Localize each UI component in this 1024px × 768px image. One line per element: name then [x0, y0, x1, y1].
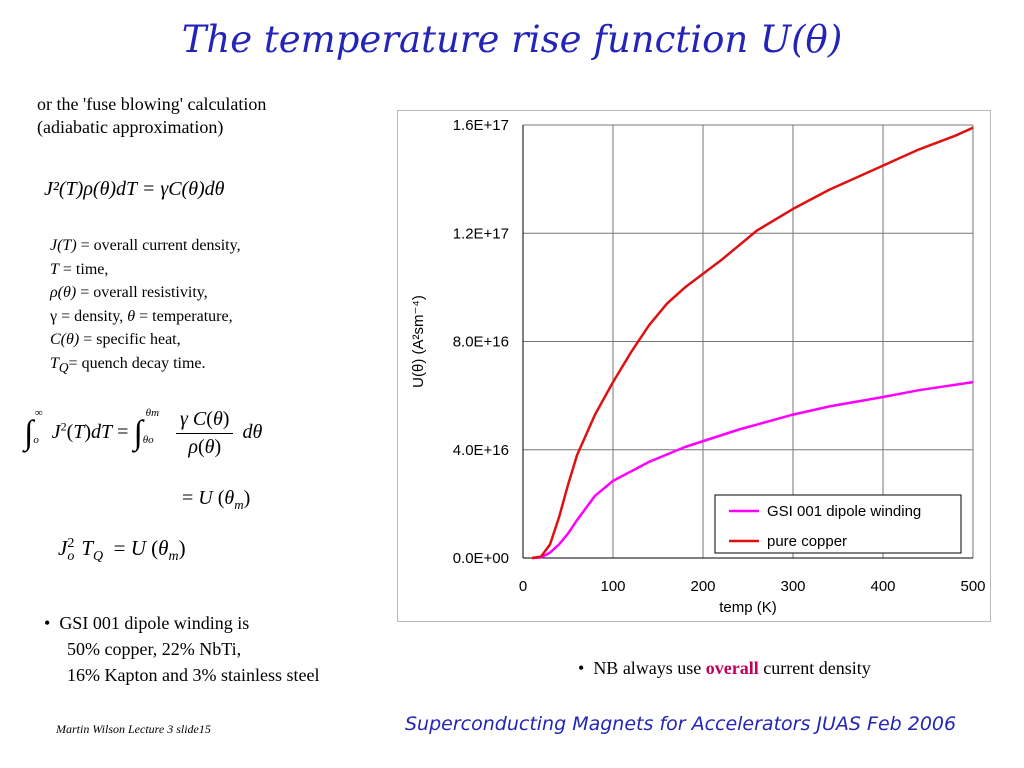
- y-tick-label: 4.0E+16: [453, 442, 509, 459]
- highlight-overall: overall: [705, 658, 759, 678]
- definition-resistivity: ρ(θ) = overall resistivity,: [50, 284, 208, 301]
- definition-time: T = time,: [50, 260, 109, 278]
- equation-integral: ∫o∞ J2(T)dT = ∫θoθm γ C(θ) ρ(θ) dθ: [24, 407, 263, 458]
- x-tick-label: 100: [600, 578, 625, 595]
- series-line-gsi-dipole: [531, 380, 974, 560]
- x-tick-label: 0: [519, 578, 527, 595]
- y-tick-label: 8.0E+16: [453, 334, 509, 351]
- x-tick-label: 400: [870, 578, 895, 595]
- footer-lecture: Martin Wilson Lecture 3 slide15: [56, 722, 211, 736]
- equation-U-definition: = U (θm): [182, 487, 251, 512]
- bullet-gsi-line-1: • GSI 001 dipole winding is: [44, 613, 250, 633]
- y-tick-label: 0.0E+00: [453, 550, 509, 567]
- equation-heat-balance: J²(T)ρ(θ)dT = γC(θ)dθ: [44, 178, 225, 200]
- bullet-gsi-composition: • GSI 001 dipole winding is 50% copper, …: [44, 610, 319, 688]
- intro-line-2: (adiabatic approximation): [37, 117, 224, 137]
- y-tick-label: 1.6E+17: [453, 117, 509, 134]
- definition-quench-time: TQ= quench decay time.: [50, 354, 206, 375]
- footer-course: Superconducting Magnets for Accelerators…: [405, 713, 957, 735]
- x-tick-label: 200: [690, 578, 715, 595]
- legend-label: GSI 001 dipole winding: [767, 503, 921, 520]
- x-axis-title: temp (K): [719, 599, 777, 616]
- bullet-overall-density: • NB always use overall current density: [578, 658, 871, 678]
- y-tick-label: 1.2E+17: [453, 225, 509, 242]
- temperature-rise-chart: 0.0E+00 4.0E+16 8.0E+16 1.2E+17 1.6E+17 0 100 2…: [397, 110, 991, 622]
- series-line-pure-copper: [531, 126, 974, 560]
- intro-line-1: or the 'fuse blowing' calculation: [37, 94, 267, 114]
- legend-label: pure copper: [767, 533, 847, 550]
- slide-title: The temperature rise function U(θ): [181, 18, 843, 61]
- x-tick-label: 500: [960, 578, 985, 595]
- definition-current-density: J(T) = overall current density,: [50, 237, 241, 254]
- legend-box: [714, 494, 962, 554]
- bullet-gsi-line-2: 50% copper, 22% NbTi,: [67, 639, 242, 659]
- y-axis-title: U(θ) (A²sm⁻⁴): [410, 295, 427, 388]
- x-tick-label: 300: [780, 578, 805, 595]
- intro-text: or the 'fuse blowing' calculation (adiab…: [37, 93, 266, 139]
- definition-specific-heat: C(θ) = specific heat,: [50, 331, 181, 348]
- definition-density-temperature: γ = density, θ = temperature,: [50, 307, 233, 325]
- equation-quench-relation: Jo2 TQ = U (θm): [58, 536, 186, 565]
- definitions-list: J(T) = overall current density, T = time…: [50, 234, 241, 379]
- bullet-gsi-line-3: 16% Kapton and 3% stainless steel: [67, 665, 320, 685]
